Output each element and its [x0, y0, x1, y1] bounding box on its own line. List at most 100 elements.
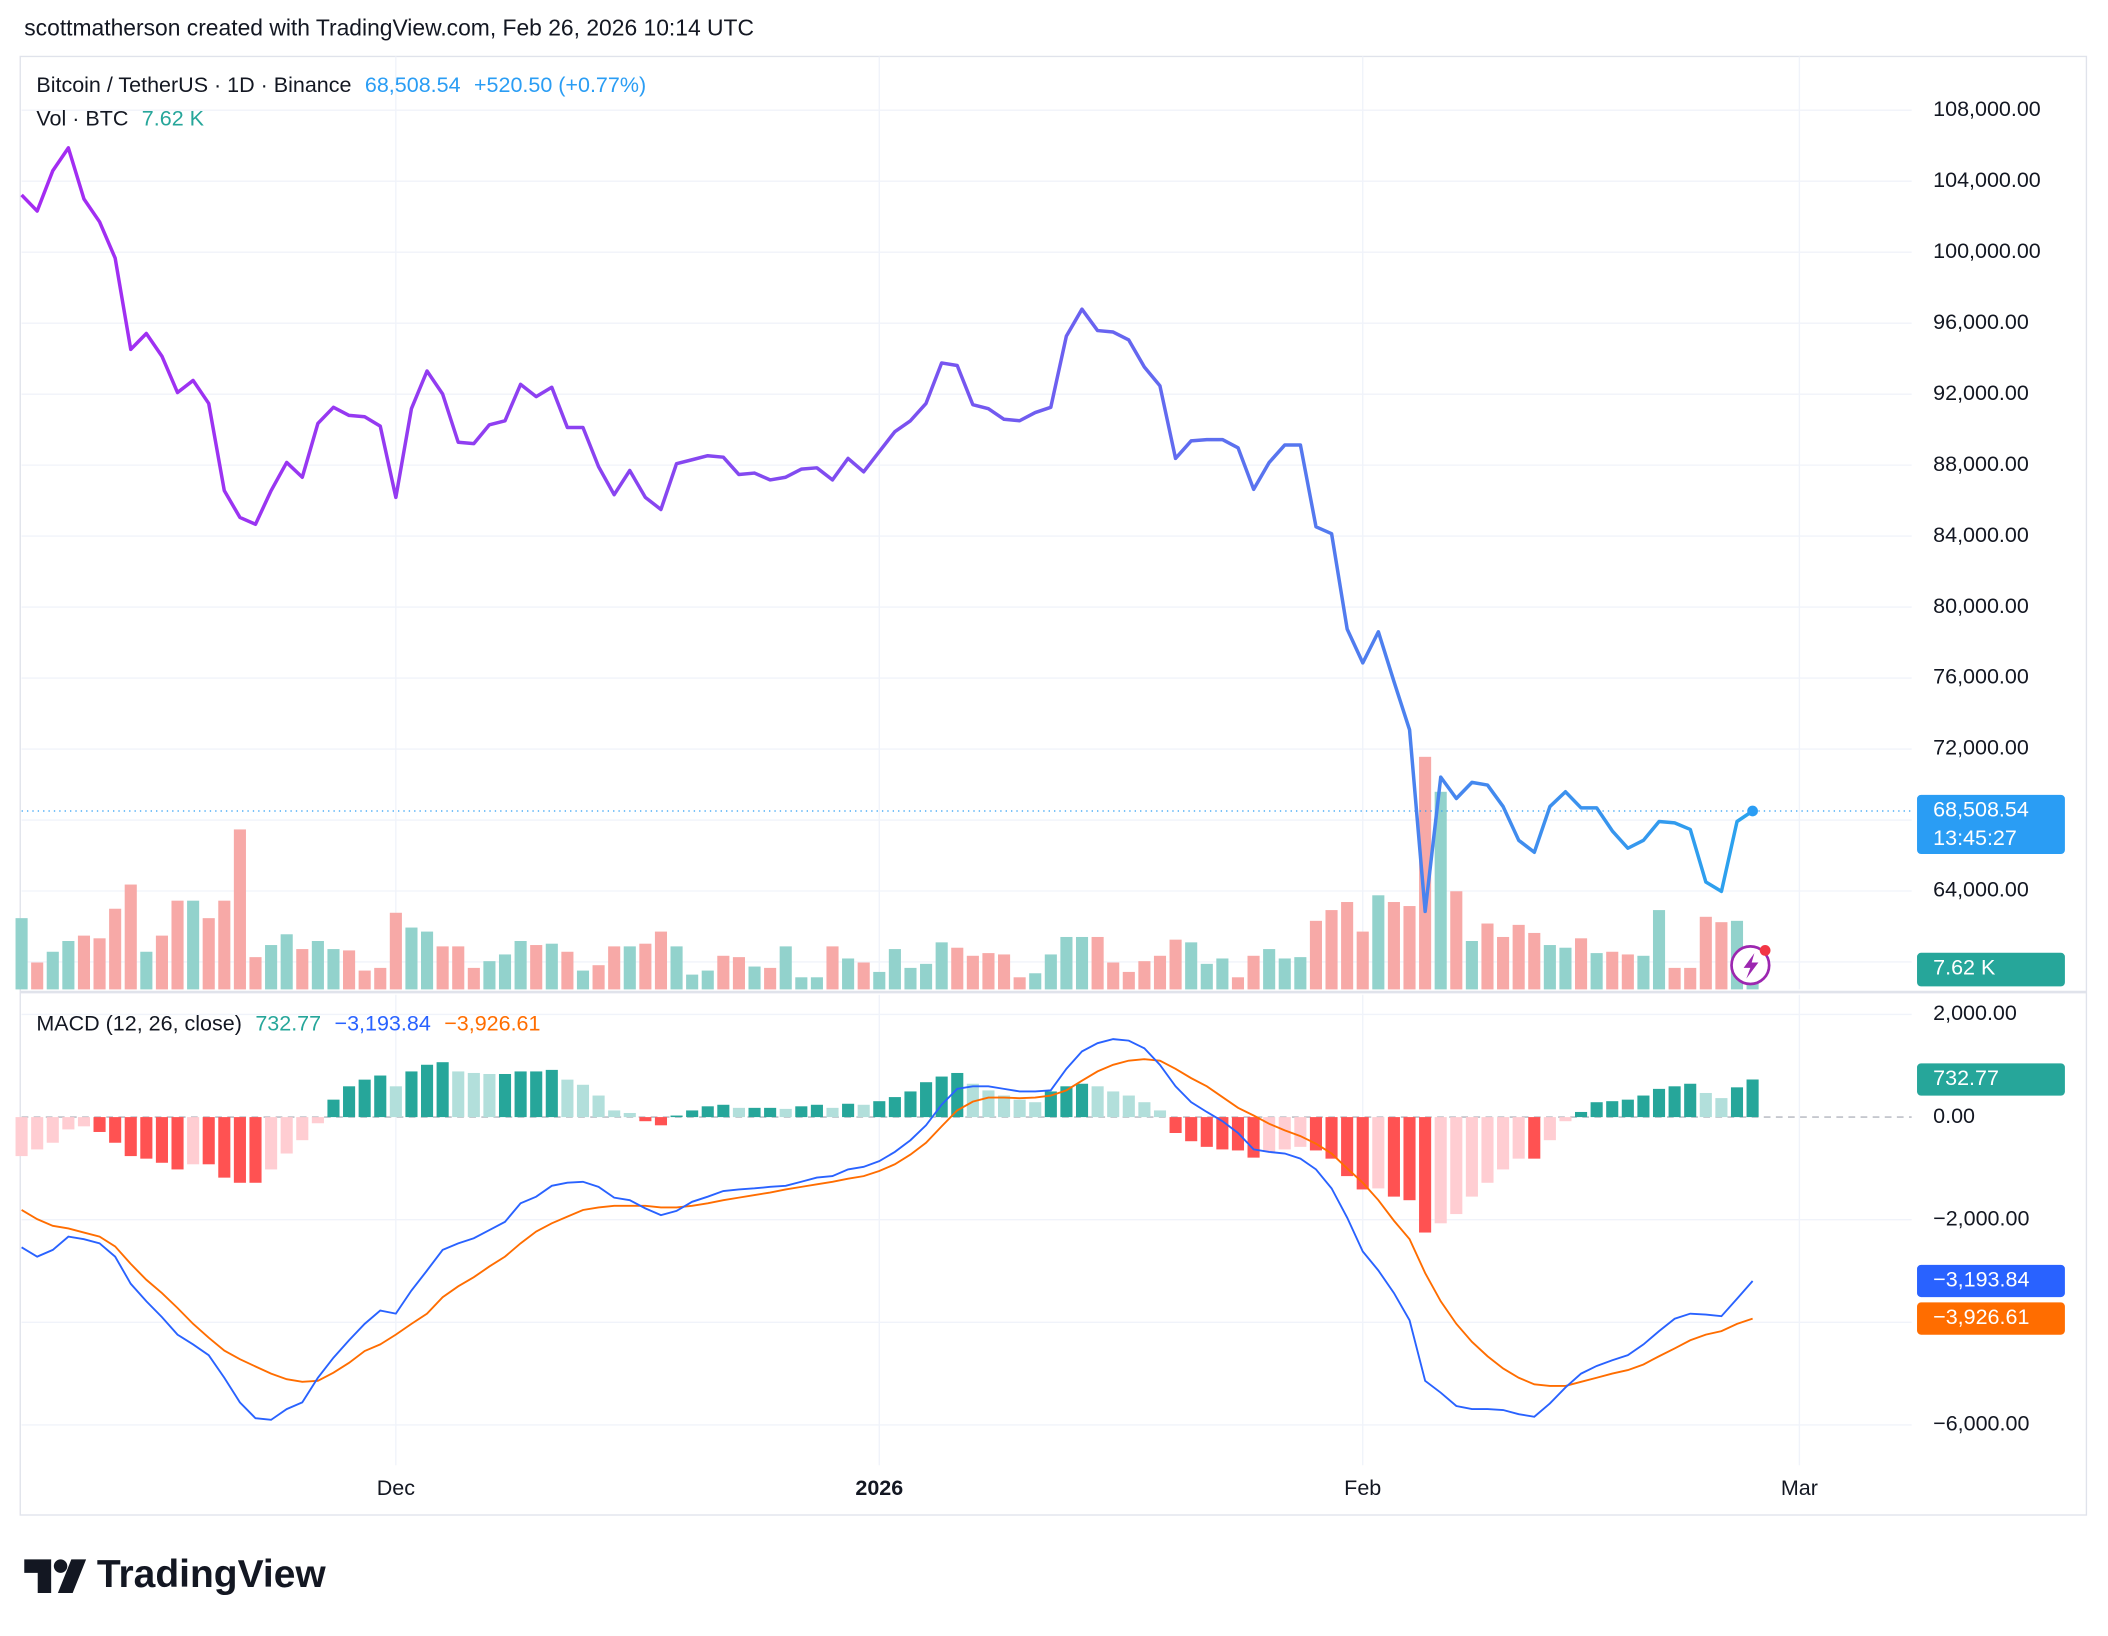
histogram-bar	[1294, 1117, 1307, 1147]
volume-bar	[1060, 936, 1073, 990]
histogram-bar	[109, 1117, 122, 1143]
histogram-bar	[1387, 1117, 1400, 1197]
volume-bar	[436, 946, 449, 990]
volume-bar	[358, 970, 371, 990]
price-badge-text: 68,508.54	[1933, 798, 2029, 822]
volume-bar	[155, 935, 168, 990]
signal-line	[21, 1058, 1753, 1387]
x-tick-label: Feb	[1344, 1476, 1381, 1500]
histogram-bar	[1730, 1087, 1744, 1118]
y-tick-label: 2,000.00	[1933, 1001, 2017, 1025]
histogram-bar	[374, 1075, 387, 1118]
overlay: 68,508.54 13:45:27 7.62 K 732.77 −3,193.84 −3…	[1917, 794, 2065, 1335]
volume-bar	[1497, 936, 1510, 990]
volume-bar	[654, 931, 668, 990]
histogram-bar	[764, 1107, 777, 1118]
histogram-bar	[576, 1084, 590, 1118]
plot-area: Dec 2026 Feb Mar 108,000.00 104,000.00 100,000…	[15, 56, 2041, 1500]
macd-value: −3,193.84	[335, 1011, 431, 1035]
volume-legend: Vol · BTC 7.62 K	[36, 106, 204, 130]
histogram-bar	[202, 1117, 215, 1165]
volume-bar	[951, 947, 964, 990]
volume-bar	[826, 946, 839, 990]
histogram-bar	[686, 1110, 699, 1118]
alert-icon[interactable]	[1730, 945, 1771, 986]
histogram-bar	[1481, 1117, 1494, 1183]
volume-badge-text: 7.62 K	[1933, 956, 1996, 980]
y-tick-label: 104,000.00	[1933, 168, 2041, 192]
price-change: +520.50 (+0.77%)	[474, 73, 646, 97]
volume-bar	[1200, 963, 1213, 990]
y-tick-label: 76,000.00	[1933, 665, 2029, 689]
volume-bar	[1637, 955, 1650, 990]
histogram-bar	[888, 1097, 901, 1118]
volume-bar	[1091, 936, 1104, 990]
volume-bar	[1231, 977, 1245, 990]
y-tick-label: 92,000.00	[1933, 381, 2029, 405]
histogram-bar	[842, 1103, 855, 1118]
histogram-bar	[420, 1064, 434, 1118]
histogram-bar	[810, 1104, 823, 1118]
volume-bar	[608, 946, 621, 990]
volume-bar	[218, 900, 231, 990]
icon-dot	[1759, 945, 1771, 956]
histogram-bar	[1512, 1117, 1525, 1159]
volume-bar	[561, 951, 574, 990]
volume-bar	[1107, 962, 1120, 990]
macd-legend: MACD (12, 26, close) 732.77 −3,193.84 −3,92…	[36, 1011, 540, 1035]
histogram-bar	[1715, 1098, 1728, 1118]
histogram-bar	[1465, 1117, 1478, 1197]
volume-bar	[1278, 958, 1291, 990]
logo: TradingView	[24, 1553, 326, 1596]
histogram-bar	[452, 1071, 465, 1118]
histogram-bar	[140, 1117, 153, 1159]
histogram-bar	[1013, 1099, 1026, 1118]
histogram-bar	[639, 1117, 652, 1122]
y-tick-label: 88,000.00	[1933, 452, 2029, 476]
histogram-bar	[1684, 1083, 1697, 1118]
histogram-bar	[1746, 1079, 1759, 1118]
histogram-bar	[327, 1099, 340, 1118]
histogram-bar	[561, 1079, 574, 1118]
histogram-bar	[1153, 1110, 1167, 1118]
histogram-bar	[1637, 1095, 1650, 1118]
volume-title: Vol · BTC	[36, 106, 128, 130]
y-tick-label: 108,000.00	[1933, 97, 2041, 121]
macd-badge	[1917, 1264, 2065, 1298]
signal-badge-text: −3,926.61	[1933, 1305, 2029, 1329]
histogram-bar	[1559, 1117, 1572, 1122]
x-tick-label: 2026	[855, 1476, 903, 1500]
volume-bar	[873, 971, 886, 990]
histogram-bar	[1122, 1095, 1135, 1118]
y-tick-label: 0.00	[1933, 1104, 1975, 1128]
histogram-bar	[1543, 1117, 1556, 1141]
histogram-bar	[530, 1071, 543, 1118]
volume-bar	[280, 934, 293, 990]
volume-bar	[1684, 967, 1697, 990]
volume-bar	[1481, 923, 1494, 990]
volume-bar	[920, 963, 933, 990]
volume-bar	[77, 935, 91, 990]
volume-bar	[1138, 961, 1151, 990]
histogram-bar	[155, 1117, 168, 1163]
histogram-bar	[1450, 1117, 1463, 1215]
volume-bar	[1606, 951, 1619, 990]
histogram-bar	[93, 1117, 106, 1132]
volume-bar	[265, 945, 278, 990]
signal-value: −3,926.61	[444, 1011, 540, 1035]
volume-bar	[343, 950, 356, 990]
volume-bar	[1309, 920, 1322, 990]
volume-bar	[842, 958, 855, 990]
histogram-bar	[358, 1079, 371, 1118]
histogram-bar	[1419, 1117, 1432, 1233]
logo-mark	[24, 1559, 52, 1593]
volume-bar	[249, 957, 262, 990]
histogram-bar	[1497, 1117, 1510, 1170]
y-tick-label: 64,000.00	[1933, 878, 2029, 902]
histogram-bar	[1060, 1086, 1073, 1118]
volume-bar	[1450, 891, 1463, 990]
volume-bar	[1372, 895, 1385, 990]
volume-badge	[1917, 952, 2065, 987]
x-tick-label: Mar	[1781, 1476, 1818, 1500]
